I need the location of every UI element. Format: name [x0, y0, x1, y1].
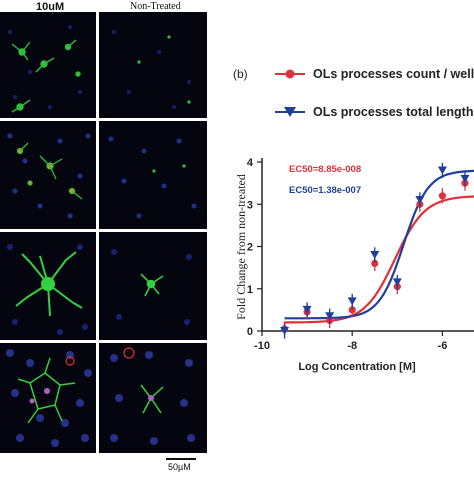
micro-image-row4-nontreated	[99, 343, 207, 453]
y-tick-label: 4	[247, 157, 254, 169]
y-axis-label: Fold Change from non-treated	[234, 174, 248, 320]
data-point-count	[371, 259, 379, 267]
fit-curve-count	[284, 195, 474, 324]
y-tick-label: 2	[247, 242, 253, 254]
data-point-length	[460, 174, 470, 183]
data-points	[280, 162, 470, 339]
data-point-length	[392, 278, 402, 287]
micro-image-row4-treated	[0, 343, 96, 453]
dose-response-chart-panel: (b) OLs processes count / well OLs proce…	[205, 55, 474, 474]
column-header-10um: 10uM	[36, 1, 65, 13]
y-tick-label: 0	[247, 326, 253, 338]
ec50-length-label: EC50=1.38e-007	[289, 185, 361, 196]
data-point-length	[437, 166, 447, 175]
x-tick-label: -8	[347, 340, 357, 352]
x-tick-label: -6	[438, 340, 448, 352]
micro-image-row1-treated	[0, 12, 96, 118]
y-tick-label: 1	[247, 284, 253, 296]
data-point-length	[302, 305, 312, 314]
data-point-count	[348, 306, 356, 314]
micro-image-row2-treated	[0, 121, 96, 229]
data-point-length	[370, 250, 380, 259]
data-point-count	[438, 192, 447, 200]
legend-marker-length	[284, 107, 296, 117]
scale-bar-label: 50µM	[168, 462, 191, 472]
data-point-length	[325, 312, 335, 321]
dose-response-chart: (b) OLs processes count / well OLs proce…	[233, 67, 474, 373]
data-point-length	[347, 297, 357, 306]
data-point-length	[280, 327, 290, 335]
x-tick-label: -10	[254, 340, 270, 352]
legend-text-count: OLs processes count / well	[313, 67, 474, 81]
legend-text-length: OLs processes total length / well	[313, 105, 474, 119]
micro-image-row3-treated	[0, 232, 96, 340]
y-tick-label: 3	[247, 199, 253, 211]
micro-image-row1-nontreated	[99, 12, 207, 118]
ec50-count-label: EC50=8.85e-008	[289, 164, 361, 175]
axes: 0 1 2 3 4 -10 -8 -6	[247, 157, 474, 352]
x-axis-label: Log Concentration [M]	[298, 361, 416, 373]
scale-bar-lower	[166, 458, 196, 460]
column-header-non-treated: Non-Treated	[130, 1, 181, 12]
panel-b-label: (b)	[233, 67, 248, 81]
data-point-length	[415, 196, 425, 205]
micro-image-row3-nontreated	[99, 232, 207, 340]
legend-marker-count	[285, 69, 295, 79]
micro-image-row2-nontreated	[99, 121, 207, 229]
